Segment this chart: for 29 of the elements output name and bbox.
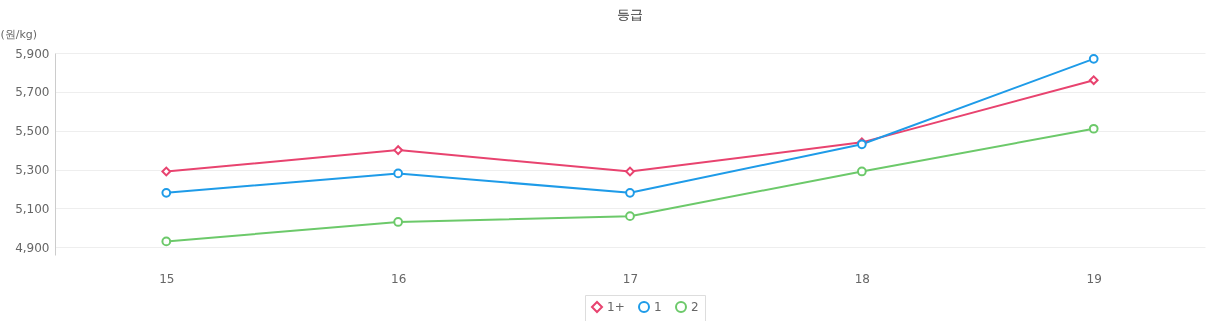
legend-label: 1+ <box>607 300 625 314</box>
point <box>1088 75 1099 86</box>
point <box>625 211 635 222</box>
legend-label: 2 <box>691 300 699 314</box>
y-tick-label: 5,300 <box>15 163 50 178</box>
x-tick-label: 19 <box>1086 271 1102 286</box>
y-tick-label: 5,100 <box>15 201 50 216</box>
point <box>393 168 404 179</box>
point <box>625 187 635 198</box>
chart-title: 등급 <box>617 7 643 22</box>
x-tick-label: 18 <box>854 271 870 286</box>
point <box>856 166 867 177</box>
x-tick-label: 15 <box>159 271 175 286</box>
y-tick-label: 4,900 <box>15 240 50 255</box>
point <box>393 217 404 227</box>
y-axis-title: (원/kg) <box>0 27 38 41</box>
point <box>1088 53 1099 64</box>
y-tick-label: 5,900 <box>15 46 50 61</box>
x-tick-label: 16 <box>391 271 407 286</box>
point <box>161 236 172 247</box>
legend-label: 1 <box>654 300 662 314</box>
y-tick-label: 5,700 <box>15 85 50 100</box>
point <box>625 166 635 177</box>
point <box>393 145 404 155</box>
point <box>1088 123 1099 134</box>
y-tick-label: 5,500 <box>15 124 50 139</box>
point <box>161 166 172 177</box>
point <box>161 187 172 198</box>
x-tick-label: 17 <box>622 271 639 286</box>
